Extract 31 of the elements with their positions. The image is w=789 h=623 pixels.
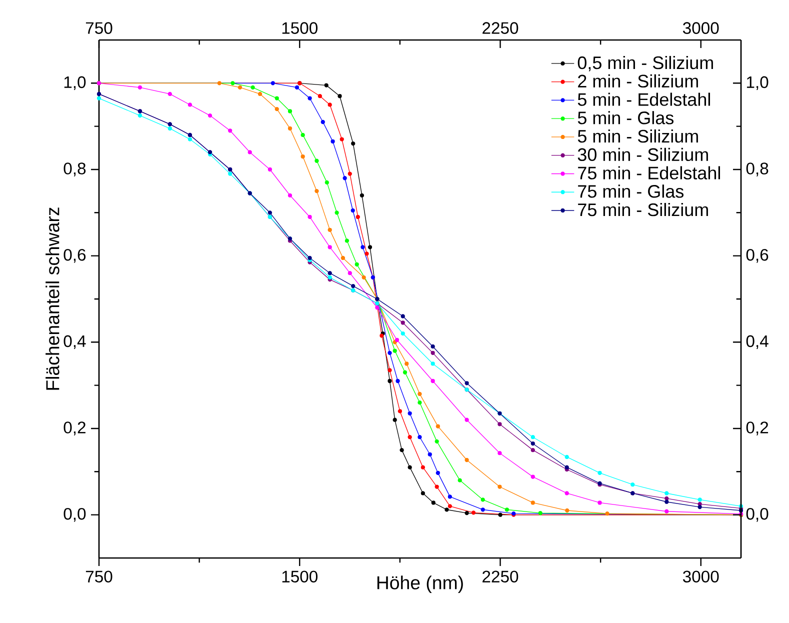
legend-label: 30 min - Silizium xyxy=(578,148,708,162)
x-tick-label: 1500 xyxy=(282,22,318,34)
y-tick-label: 0,8 xyxy=(64,162,86,176)
legend-label: 2 min - Silizium xyxy=(578,74,698,88)
y2-tick-label: 0,4 xyxy=(746,335,768,350)
y2-tick-label: 0,8 xyxy=(746,162,768,176)
x-tick-label: 750 xyxy=(86,22,112,34)
y-tick-label: 0,4 xyxy=(64,335,86,350)
legend-label: 5 min - Edelstahl xyxy=(578,92,710,106)
y2-tick-label: 1,0 xyxy=(746,76,768,90)
legend-label: 75 min - Glas xyxy=(578,184,684,198)
y-tick-label: 0,0 xyxy=(64,508,86,522)
x-tick-label: 3000 xyxy=(682,22,719,34)
x2-tick-label: 2250 xyxy=(482,570,518,582)
y-tick-label: 1,0 xyxy=(64,76,86,90)
x2-tick-label: 750 xyxy=(86,570,112,582)
y2-tick-label: 0,2 xyxy=(746,422,768,436)
y-tick-label: 0,2 xyxy=(64,422,86,436)
y2-tick-label: 0,0 xyxy=(746,508,768,522)
legend-label: 5 min - Glas xyxy=(578,111,674,124)
y-axis-title: Flächenanteil schwarz xyxy=(46,208,60,390)
legend-label: 75 min - Edelstahl xyxy=(578,166,720,180)
x-tick-label: 2250 xyxy=(482,22,518,34)
y-tick-label: 0,6 xyxy=(64,248,86,263)
x2-tick-label: 3000 xyxy=(682,570,719,582)
y2-tick-label: 0,6 xyxy=(746,248,768,263)
legend-label: 0,5 min - Silizium xyxy=(578,56,713,72)
x2-tick-label: 1500 xyxy=(282,570,318,582)
legend-label: 75 min - Silizium xyxy=(578,202,708,216)
legend-label: 5 min - Silizium xyxy=(578,129,698,143)
x-axis-title: Höhe (nm) xyxy=(377,576,463,594)
